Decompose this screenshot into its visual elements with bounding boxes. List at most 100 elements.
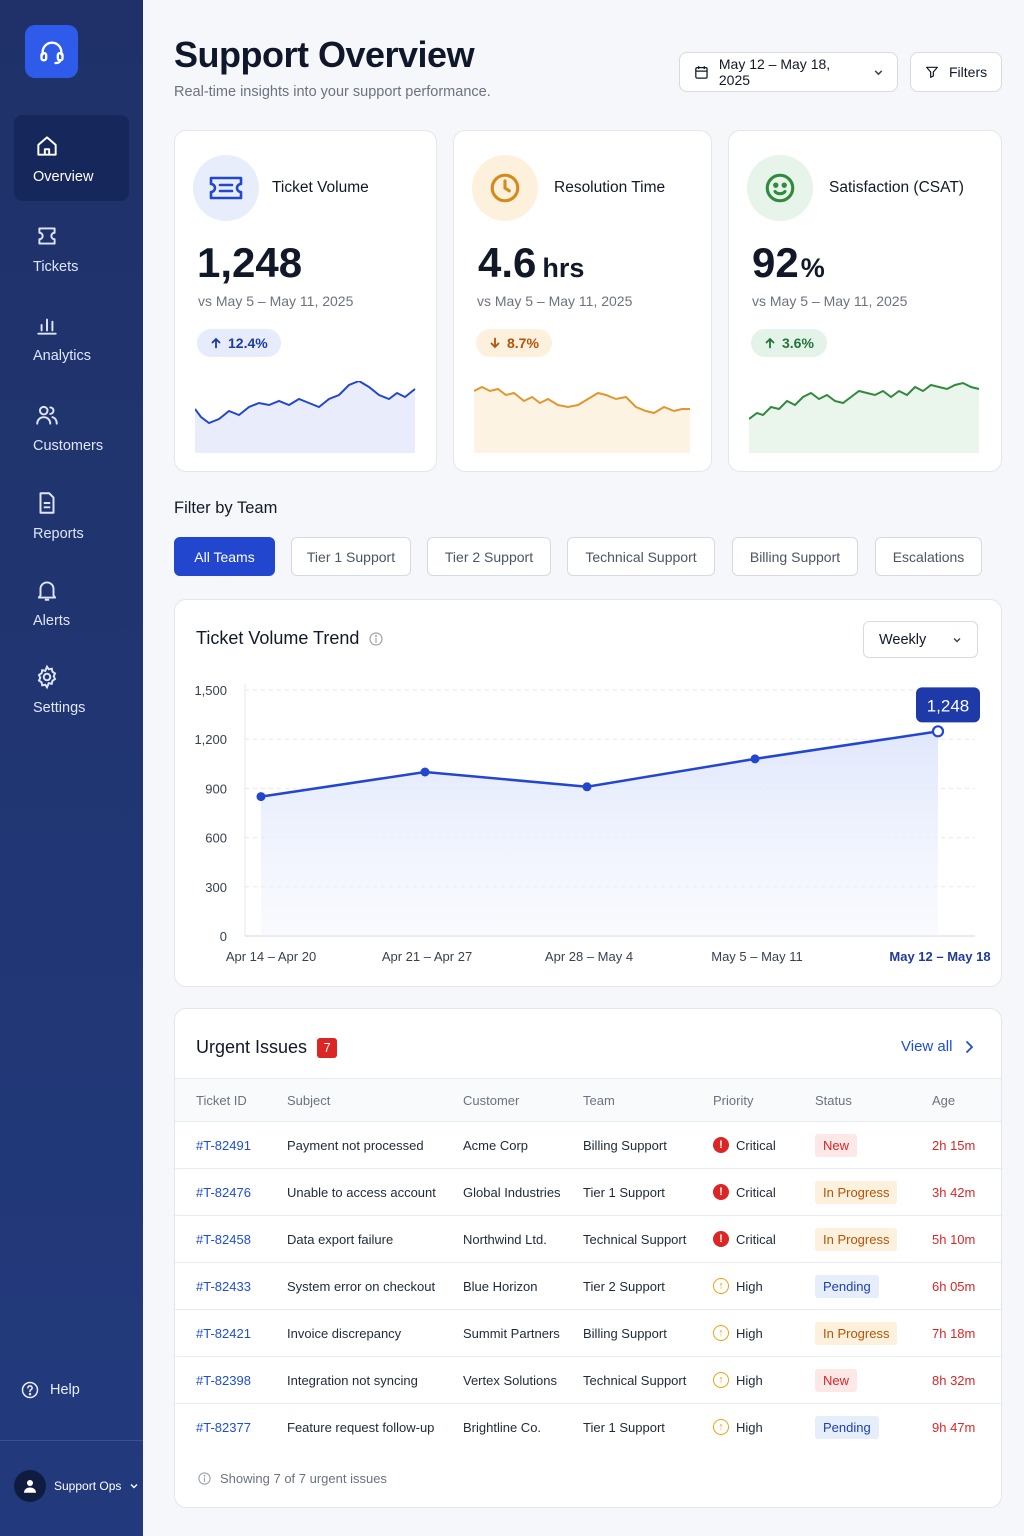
clock-icon bbox=[472, 155, 538, 221]
customer-cell: Acme Corp bbox=[463, 1137, 529, 1153]
sidebar-item-settings[interactable]: Settings bbox=[14, 646, 129, 732]
sidebar-item-alerts[interactable]: Alerts bbox=[14, 559, 129, 645]
sidebar-item-analytics[interactable]: Analytics bbox=[14, 294, 129, 380]
granularity-select[interactable]: Weekly bbox=[863, 621, 978, 658]
x-tick-label: Apr 28 – May 4 bbox=[545, 949, 633, 964]
priority-label: Critical bbox=[736, 1184, 776, 1200]
team-cell: Billing Support bbox=[583, 1325, 667, 1341]
data-point bbox=[931, 725, 945, 738]
team-cell: Tier 2 Support bbox=[583, 1278, 665, 1294]
table-row[interactable]: #T-82433 System error on checkout Blue Hor… bbox=[175, 1262, 1001, 1309]
smile-icon bbox=[747, 155, 813, 221]
col-status[interactable]: Status bbox=[815, 1092, 852, 1108]
user-menu[interactable]: Support Ops bbox=[14, 1470, 139, 1502]
age-cell: 8h 32m bbox=[932, 1372, 976, 1388]
y-tick-label: 600 bbox=[205, 831, 227, 846]
x-tick-label: Apr 14 – Apr 20 bbox=[226, 949, 316, 964]
team-cell: Tier 1 Support bbox=[583, 1419, 665, 1435]
priority-cell: ↑ High bbox=[713, 1263, 763, 1309]
kpi-comparison: vs May 5 – May 11, 2025 bbox=[198, 293, 354, 309]
subject-cell: Data export failure bbox=[287, 1231, 394, 1247]
trend-line-chart: 1,500 1,200 900 600 300 0 Apr 14 – Apr 20 Apr 2… bbox=[194, 683, 990, 964]
ticket-id-link[interactable]: #T-82398 bbox=[196, 1372, 251, 1388]
customer-cell: Global Industries bbox=[463, 1184, 561, 1200]
col-age[interactable]: Age bbox=[932, 1092, 956, 1108]
kpi-value: 1,248 bbox=[197, 239, 303, 286]
help-link[interactable]: Help bbox=[20, 1380, 80, 1400]
ticket-id-link[interactable]: #T-82433 bbox=[196, 1278, 251, 1294]
status-cell: Pending bbox=[815, 1404, 879, 1450]
bell-icon bbox=[37, 581, 57, 601]
status-badge: New bbox=[815, 1133, 858, 1157]
table-row[interactable]: #T-82491 Payment not processed Acme Corp Bi… bbox=[175, 1121, 1001, 1168]
table-row[interactable]: #T-82421 Invoice discrepancy Summit Partne… bbox=[175, 1309, 1001, 1356]
status-cell: In Progress bbox=[815, 1169, 898, 1215]
team-chip-billing[interactable]: Billing Support bbox=[732, 537, 858, 576]
priority-cell: ! Critical bbox=[713, 1216, 776, 1262]
age-cell: 2h 15m bbox=[932, 1137, 976, 1153]
sparkline-ticket-volume bbox=[195, 381, 416, 453]
col-priority[interactable]: Priority bbox=[713, 1092, 754, 1108]
table-row[interactable]: #T-82476 Unable to access account Global I… bbox=[175, 1168, 1001, 1215]
team-chip-all[interactable]: All Teams bbox=[174, 537, 275, 576]
col-ticket-id[interactable]: Ticket ID bbox=[196, 1092, 247, 1108]
urgent-title-row: Urgent Issues 7 bbox=[196, 1037, 338, 1058]
data-point bbox=[582, 782, 592, 792]
user-icon bbox=[24, 1480, 36, 1493]
home-icon bbox=[37, 136, 57, 156]
col-subject[interactable]: Subject bbox=[287, 1092, 331, 1108]
ticket-id-link[interactable]: #T-82476 bbox=[196, 1184, 251, 1200]
sidebar-item-customers[interactable]: Customers bbox=[14, 384, 129, 470]
info-icon bbox=[198, 1472, 211, 1485]
ticket-id-link[interactable]: #T-82458 bbox=[196, 1231, 251, 1247]
page-title: Support Overview bbox=[174, 34, 475, 75]
sidebar-item-reports[interactable]: Reports bbox=[14, 472, 129, 558]
team-chip-tier2[interactable]: Tier 2 Support bbox=[427, 537, 551, 576]
subject-cell: Payment not processed bbox=[287, 1137, 424, 1153]
arrow-up-icon bbox=[211, 337, 221, 349]
view-all-link[interactable]: View all bbox=[901, 1038, 974, 1055]
help-icon bbox=[21, 1381, 39, 1399]
document-icon bbox=[39, 492, 55, 514]
team-chip-escalations[interactable]: Escalations bbox=[875, 537, 982, 576]
table-row[interactable]: #T-82458 Data export failure Northwind Ltd… bbox=[175, 1215, 1001, 1262]
chevron-down-icon bbox=[130, 1484, 138, 1489]
value-callout bbox=[916, 687, 980, 723]
customer-cell: Brightline Co. bbox=[463, 1419, 542, 1435]
sidebar-item-overview[interactable]: Overview bbox=[14, 115, 129, 201]
kpi-value: 92% bbox=[752, 239, 825, 286]
ticket-id-link[interactable]: #T-82421 bbox=[196, 1325, 251, 1341]
kpi-change-badge: 12.4% bbox=[197, 329, 281, 357]
col-team[interactable]: Team bbox=[583, 1092, 615, 1108]
table-row[interactable]: #T-82398 Integration not syncing Vertex So… bbox=[175, 1356, 1001, 1403]
customer-cell: Vertex Solutions bbox=[463, 1372, 557, 1388]
arrow-up-circle-icon: ↑ bbox=[713, 1325, 729, 1341]
ticket-id-link[interactable]: #T-82377 bbox=[196, 1419, 251, 1435]
status-cell: In Progress bbox=[815, 1310, 898, 1356]
ticket-id-link[interactable]: #T-82491 bbox=[196, 1137, 251, 1153]
kpi-card-resolution-time: Resolution Time 4.6 hrs vs May 5 – May 11… bbox=[453, 130, 712, 472]
date-range-picker[interactable]: May 12 – May 18, 2025 bbox=[679, 52, 898, 92]
gear-icon bbox=[37, 664, 57, 690]
status-badge: New bbox=[815, 1368, 858, 1392]
priority-cell: ↑ High bbox=[713, 1357, 763, 1403]
age-cell: 3h 42m bbox=[932, 1184, 976, 1200]
table-row[interactable]: #T-82377 Feature request follow-up Brightl… bbox=[175, 1403, 1001, 1450]
team-chip-technical[interactable]: Technical Support bbox=[567, 537, 715, 576]
team-cell: Technical Support bbox=[583, 1231, 687, 1247]
chevron-right-icon bbox=[966, 1040, 974, 1053]
customer-cell: Blue Horizon bbox=[463, 1278, 538, 1294]
sparkline-csat bbox=[749, 381, 980, 453]
info-icon[interactable] bbox=[368, 631, 384, 647]
chart-title: Ticket Volume Trend bbox=[196, 628, 360, 648]
status-cell: In Progress bbox=[815, 1216, 898, 1262]
arrow-up-icon bbox=[765, 337, 775, 349]
age-cell: 6h 05m bbox=[932, 1278, 976, 1294]
headset-logo-icon[interactable] bbox=[25, 25, 78, 78]
team-chip-tier1[interactable]: Tier 1 Support bbox=[291, 537, 411, 576]
col-customer[interactable]: Customer bbox=[463, 1092, 520, 1108]
table-header: Ticket ID Subject Customer Team Priority… bbox=[175, 1078, 1001, 1121]
filters-button[interactable]: Filters bbox=[910, 52, 1002, 92]
customer-cell: Northwind Ltd. bbox=[463, 1231, 547, 1247]
sidebar-item-tickets[interactable]: Tickets bbox=[14, 205, 129, 291]
